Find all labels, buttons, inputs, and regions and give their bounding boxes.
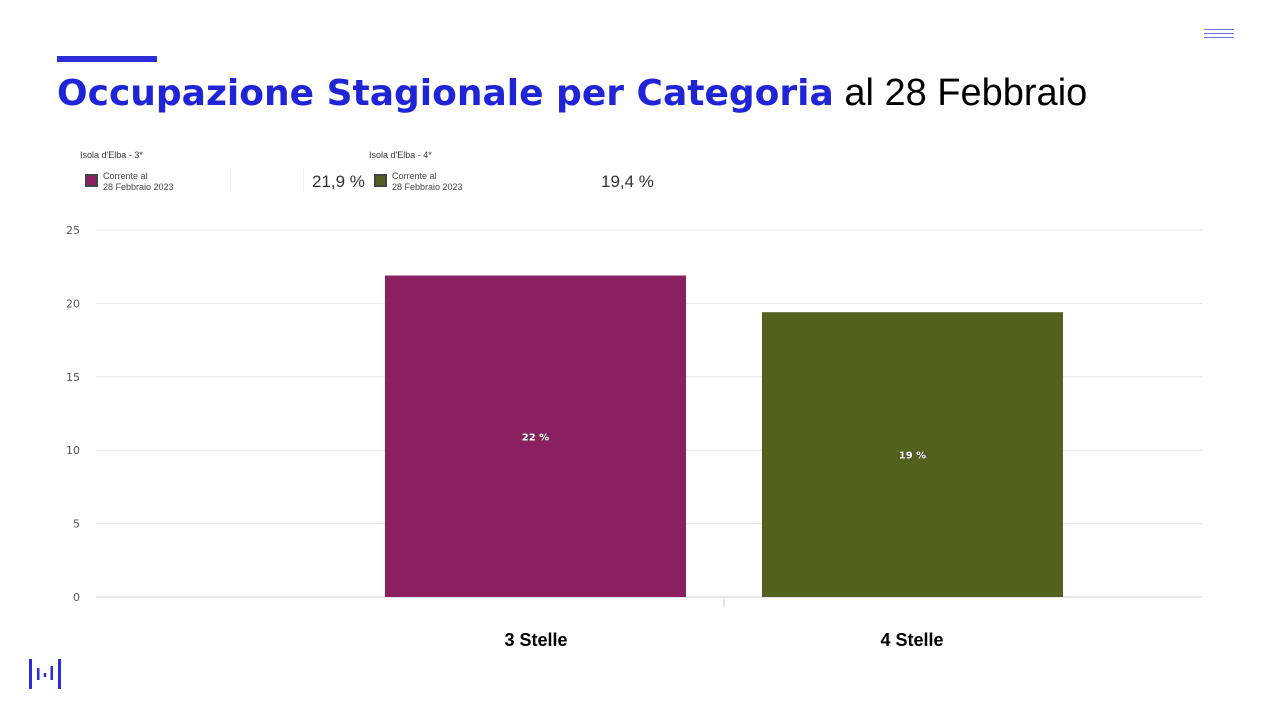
x-tick-label: 3 Stelle xyxy=(504,630,568,650)
y-tick-label: 0 xyxy=(73,591,80,604)
legend-divider xyxy=(303,168,304,192)
legend-value-4-stelle: 19,4 % xyxy=(601,172,654,191)
data-label: 22 % xyxy=(522,432,549,443)
legend-divider xyxy=(230,168,231,192)
legend-swatch xyxy=(374,174,387,187)
legend-item-3-stelle: Isola d'Elba - 3* Corrente al 28 Febbraio… xyxy=(80,150,280,198)
legend-title: Isola d'Elba - 3* xyxy=(80,150,143,160)
legend-swatch xyxy=(85,174,98,187)
legend-item-4-stelle: Isola d'Elba - 4* Corrente al 28 Febbraio… xyxy=(369,150,569,198)
slide-title: Occupazione Stagionale per Categoria al … xyxy=(57,70,1087,117)
legend-label: Corrente al 28 Febbraio 2023 xyxy=(103,171,174,192)
y-tick-label: 5 xyxy=(73,518,80,531)
accent-line xyxy=(57,56,157,62)
bar-4-stelle[interactable] xyxy=(762,312,1063,597)
legend-value-3-stelle: 21,9 % xyxy=(312,172,365,191)
data-label: 19 % xyxy=(899,451,926,462)
logo-icon xyxy=(29,659,61,689)
y-tick-label: 15 xyxy=(66,371,80,384)
y-tick-label: 10 xyxy=(66,444,80,457)
legend-label: Corrente al 28 Febbraio 2023 xyxy=(392,171,463,192)
y-tick-label: 25 xyxy=(66,224,80,237)
y-tick-label: 20 xyxy=(66,297,80,310)
legend-title: Isola d'Elba - 4* xyxy=(369,150,432,160)
x-tick-label: 4 Stelle xyxy=(880,630,944,650)
slide-title-date: al 28 Febbraio xyxy=(844,72,1088,114)
bar-3-stelle[interactable] xyxy=(385,275,686,597)
slide-title-bold: Occupazione Stagionale per Categoria xyxy=(57,73,834,114)
menu-icon[interactable] xyxy=(1204,29,1234,41)
